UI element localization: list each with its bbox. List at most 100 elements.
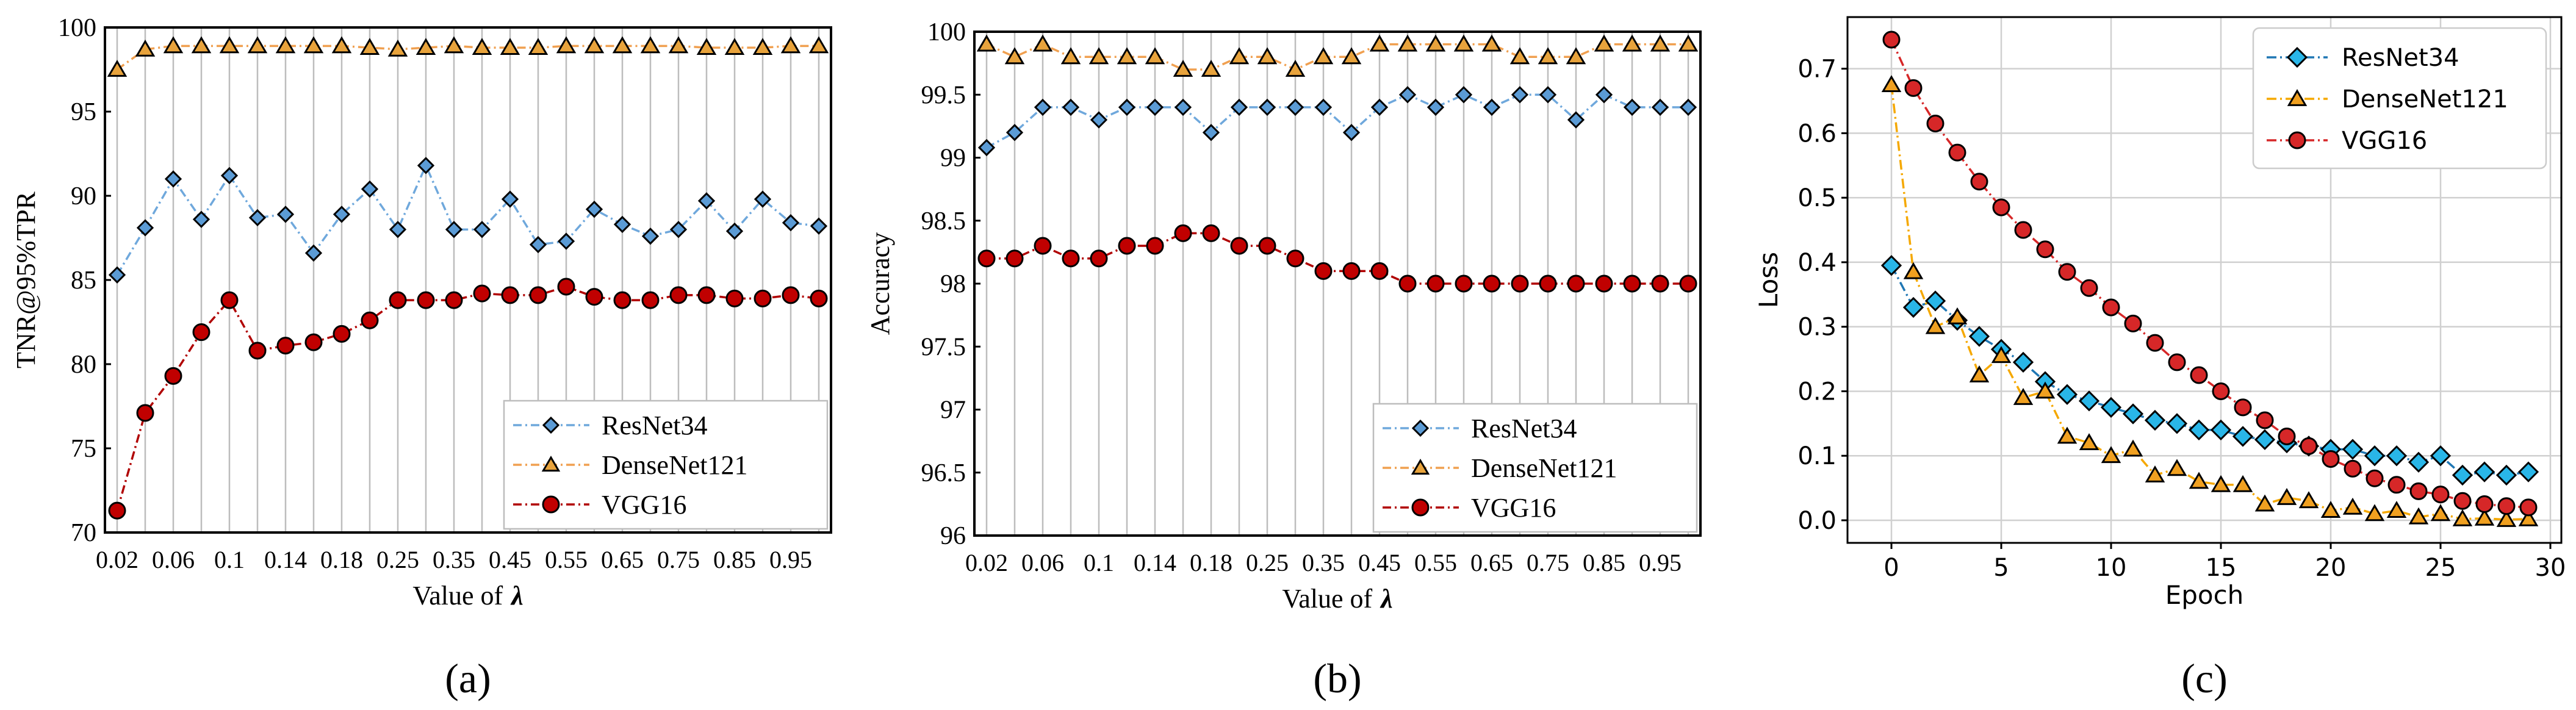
legend-label: DenseNet121 xyxy=(1471,453,1617,483)
data-point-densenet121 xyxy=(1594,34,1614,52)
data-point-resnet34 xyxy=(333,206,351,223)
data-point-vgg16 xyxy=(2124,314,2142,332)
panel-label: (a) xyxy=(445,655,491,701)
data-point-densenet121 xyxy=(2364,504,2385,522)
data-point-densenet121 xyxy=(2079,433,2099,450)
data-point-resnet34 xyxy=(529,235,547,254)
data-point-vgg16 xyxy=(1286,249,1304,268)
data-point-resnet34 xyxy=(473,221,491,238)
data-point-resnet34 xyxy=(1539,86,1557,104)
data-point-resnet34 xyxy=(1902,296,1924,318)
y-tick-label: 97.5 xyxy=(921,333,966,361)
legend-marker xyxy=(1411,498,1430,517)
x-tick-label: 0.55 xyxy=(1414,549,1457,576)
legend-label: VGG16 xyxy=(2342,127,2427,155)
x-tick-label: 0.1 xyxy=(1084,549,1114,576)
data-point-densenet121 xyxy=(444,36,464,54)
x-tick-label: 5 xyxy=(1993,554,2009,582)
plot-frame xyxy=(1846,16,2563,544)
data-point-vgg16 xyxy=(2475,495,2494,514)
data-point-vgg16 xyxy=(2168,353,2186,371)
data-point-densenet121 xyxy=(191,36,212,54)
y-tick-label: 0.0 xyxy=(1797,507,1837,535)
data-point-densenet121 xyxy=(2342,497,2363,515)
legend-label: ResNet34 xyxy=(1471,414,1577,443)
legend-box xyxy=(2252,27,2547,170)
y-tick-label: 98.5 xyxy=(921,207,966,235)
data-point-vgg16 xyxy=(1006,249,1024,268)
y-axis-label: Accuracy xyxy=(865,232,895,335)
data-point-densenet121 xyxy=(2320,501,2341,518)
data-point-vgg16 xyxy=(1174,224,1192,242)
data-point-vgg16 xyxy=(557,278,575,296)
data-point-densenet121 xyxy=(1425,34,1446,52)
panel-label-text: (a) xyxy=(445,655,491,701)
y-tick-label: 75 xyxy=(71,435,96,463)
x-tick-label: 0.25 xyxy=(376,546,419,573)
data-point-resnet34 xyxy=(445,221,463,238)
x-tick-label: 0.35 xyxy=(1302,549,1345,576)
data-point-resnet34 xyxy=(2012,351,2034,373)
data-point-densenet121 xyxy=(1257,47,1278,65)
data-point-densenet121 xyxy=(1145,47,1165,65)
data-point-vgg16 xyxy=(2519,498,2538,517)
data-point-densenet121 xyxy=(1947,307,1968,325)
data-point-densenet121 xyxy=(1538,47,1558,65)
data-point-densenet121 xyxy=(2386,501,2407,518)
data-point-vgg16 xyxy=(1595,274,1613,293)
data-point-vgg16 xyxy=(529,286,547,304)
data-point-vgg16 xyxy=(1342,262,1361,280)
data-point-vgg16 xyxy=(1882,30,1901,49)
legend-marker xyxy=(2286,46,2308,68)
data-point-densenet121 xyxy=(1032,34,1053,52)
data-point-vgg16 xyxy=(697,286,716,304)
data-point-resnet34 xyxy=(2188,419,2210,441)
data-point-resnet34 xyxy=(754,190,772,208)
y-tick-label: 80 xyxy=(71,351,96,379)
data-point-densenet121 xyxy=(2057,426,2078,444)
legend-marker xyxy=(542,495,560,514)
series-line-resnet34 xyxy=(1890,265,2529,476)
data-point-resnet34 xyxy=(1342,124,1361,142)
data-point-densenet121 xyxy=(2167,459,2187,476)
data-point-densenet121 xyxy=(163,36,184,54)
data-point-densenet121 xyxy=(2035,381,2056,399)
data-point-densenet121 xyxy=(640,36,661,54)
data-point-vgg16 xyxy=(1948,143,1966,162)
panel-c: 0 5 10 15 20 25 30 0.0 0.1 0.2 0.3 0.4 0.5 0.6 0.7 Epoc… xyxy=(1754,16,2566,701)
data-point-resnet34 xyxy=(669,221,688,238)
data-point-vgg16 xyxy=(2278,427,2296,445)
data-point-resnet34 xyxy=(613,215,631,234)
data-point-resnet34 xyxy=(810,217,828,235)
x-tick-label: 0.95 xyxy=(1639,549,1682,576)
x-tick-label: 0.75 xyxy=(657,546,700,573)
data-point-densenet121 xyxy=(2298,491,2319,509)
data-point-densenet121 xyxy=(1117,47,1137,65)
data-point-vgg16 xyxy=(2497,497,2516,515)
x-tick-label: 0.06 xyxy=(1021,549,1064,576)
data-point-densenet121 xyxy=(1313,47,1334,65)
x-tick-label: 0.55 xyxy=(545,546,588,573)
data-point-densenet121 xyxy=(359,38,380,56)
series-line-resnet34 xyxy=(986,93,1688,149)
panel-label: (c) xyxy=(2181,655,2227,701)
data-point-resnet34 xyxy=(725,222,744,240)
data-point-resnet34 xyxy=(1595,86,1613,104)
data-point-vgg16 xyxy=(585,288,603,306)
x-axis-label: Value of λ xyxy=(1282,584,1392,614)
data-point-densenet121 xyxy=(976,34,997,52)
data-point-resnet34 xyxy=(641,228,660,245)
data-point-densenet121 xyxy=(331,36,352,54)
data-point-resnet34 xyxy=(389,221,407,238)
data-point-densenet121 xyxy=(1678,34,1699,52)
data-point-resnet34 xyxy=(2495,464,2517,486)
data-point-densenet121 xyxy=(1060,47,1081,65)
x-tick-label: 0.35 xyxy=(433,546,475,573)
data-point-vgg16 xyxy=(1679,274,1697,293)
data-point-densenet121 xyxy=(1285,59,1306,77)
x-tick-label: 0.18 xyxy=(1190,549,1232,576)
data-point-densenet121 xyxy=(1881,75,1902,92)
legend-label: ResNet34 xyxy=(2342,44,2459,72)
x-tick-label: 25 xyxy=(2425,554,2456,582)
data-point-resnet34 xyxy=(1483,98,1501,117)
